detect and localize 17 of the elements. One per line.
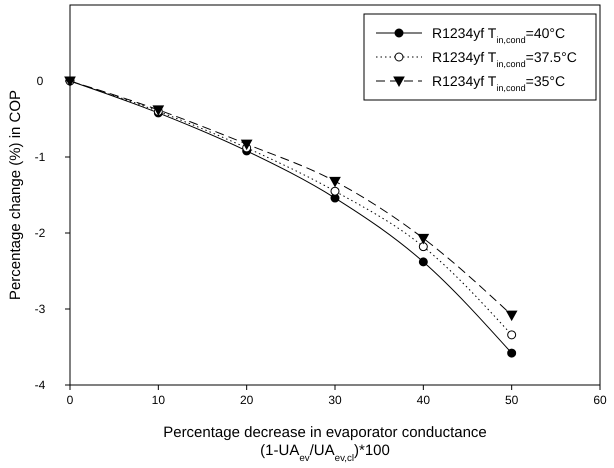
- x-tick-label: 30: [328, 393, 342, 407]
- y-tick-label: -3: [34, 302, 46, 316]
- legend-label: R1234yf T$_{in,cond}$=35°C: [432, 73, 566, 93]
- x-tick-label: 60: [593, 393, 607, 407]
- legend-label: R1234yf T$_{in,cond}$=37.5°C: [432, 49, 577, 69]
- y-tick-label: -2: [34, 226, 46, 240]
- x-tick-label: 10: [152, 393, 166, 407]
- x-tick-label: 20: [240, 393, 254, 407]
- x-tick-label: 40: [416, 393, 430, 407]
- legend-label: R1234yf T$_{in,cond}$=40°C: [432, 25, 566, 45]
- x-tick-label: 0: [66, 393, 74, 407]
- x-tick-label: 50: [504, 393, 519, 407]
- y-tick-label: -4: [34, 378, 46, 392]
- x-axis-title: Percentage decrease in evaporator conductance (1-UA$_{ev}$/UA$_{ev,cl}$)*100: [163, 424, 487, 464]
- y-tick-label: -1: [34, 150, 46, 164]
- y-axis-title: Percentage change (%) in COP: [7, 90, 24, 300]
- y-tick-label: 0: [36, 74, 44, 88]
